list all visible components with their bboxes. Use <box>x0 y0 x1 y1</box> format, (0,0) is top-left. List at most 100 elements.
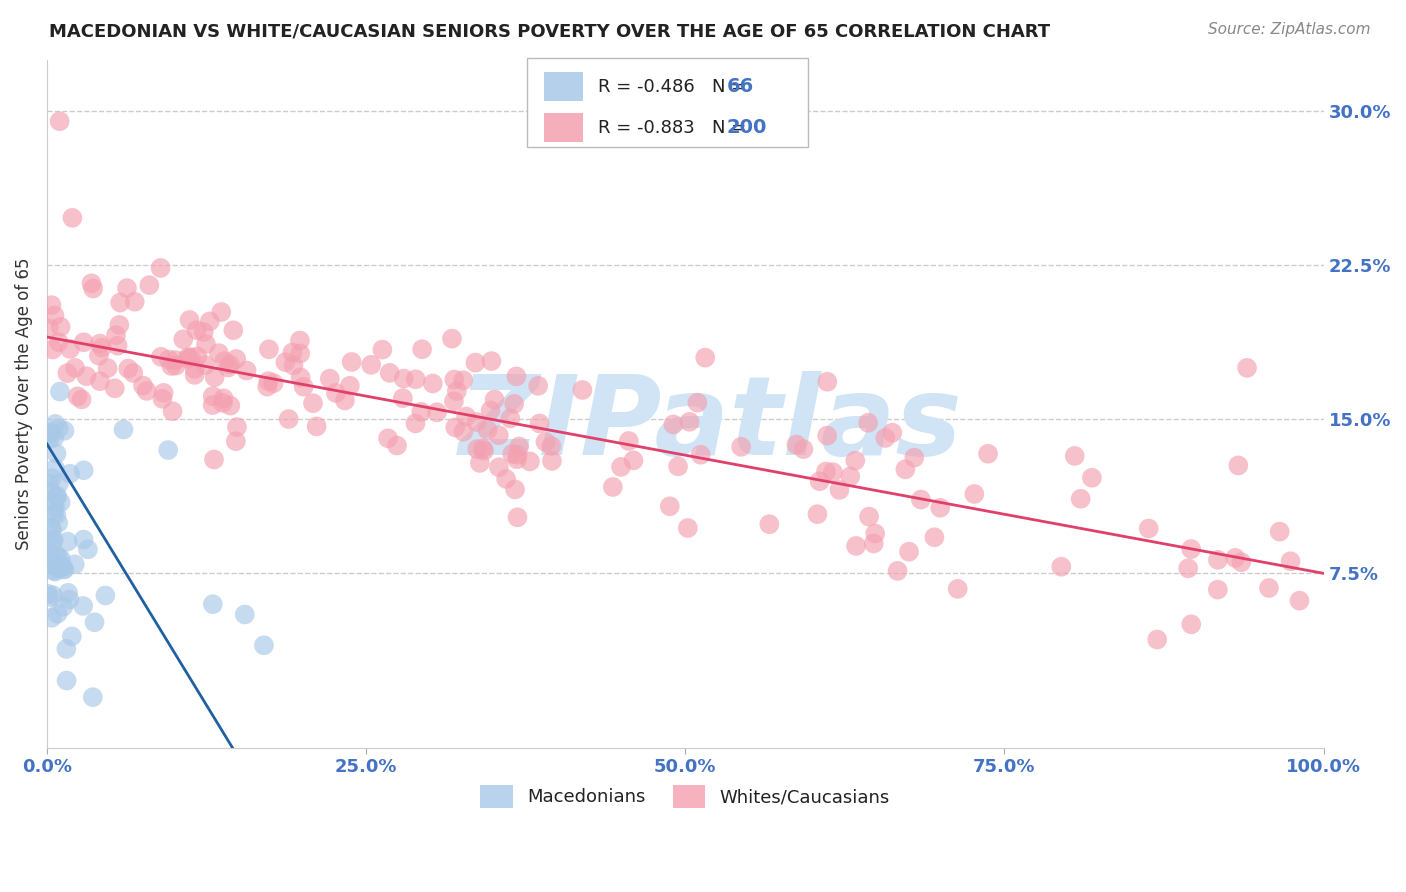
Point <box>479 403 502 417</box>
Point <box>59 342 82 356</box>
Point <box>44 461 66 475</box>
Point <box>814 465 837 479</box>
Point <box>443 372 465 386</box>
Point <box>198 314 221 328</box>
Point <box>45 549 67 563</box>
Point <box>292 380 315 394</box>
Point <box>186 323 208 337</box>
Point <box>51 559 73 574</box>
Point <box>37 553 59 567</box>
Point <box>82 690 104 705</box>
Point <box>72 533 94 547</box>
Text: Source: ZipAtlas.com: Source: ZipAtlas.com <box>1208 22 1371 37</box>
Point <box>218 358 240 372</box>
Point <box>617 434 640 448</box>
Point <box>378 366 401 380</box>
Point <box>828 483 851 497</box>
Point <box>977 447 1000 461</box>
Point <box>152 392 174 406</box>
Point <box>45 489 67 503</box>
Point <box>212 392 235 406</box>
Point <box>440 332 463 346</box>
Point <box>468 456 491 470</box>
Point <box>204 370 226 384</box>
Point <box>1137 521 1160 535</box>
Point <box>211 396 233 410</box>
Point <box>903 450 925 465</box>
Point <box>97 361 120 376</box>
Point <box>360 358 382 372</box>
Point <box>290 370 312 384</box>
Point <box>42 495 65 509</box>
Point <box>194 337 217 351</box>
Point <box>202 452 225 467</box>
Point <box>946 582 969 596</box>
Text: R = -0.883   N =: R = -0.883 N = <box>598 119 752 136</box>
Point <box>875 431 897 445</box>
Point <box>506 448 529 462</box>
Point <box>104 381 127 395</box>
Point <box>453 425 475 439</box>
Point <box>46 607 69 621</box>
Point <box>426 405 449 419</box>
Point <box>49 495 72 509</box>
Point <box>56 534 79 549</box>
Point <box>56 366 79 380</box>
Point <box>152 385 174 400</box>
Point <box>471 442 494 456</box>
Point <box>283 359 305 373</box>
Point <box>165 353 187 368</box>
Point <box>73 463 96 477</box>
Point <box>186 350 208 364</box>
Point <box>658 500 681 514</box>
Point <box>392 371 415 385</box>
Point <box>1268 524 1291 539</box>
Point <box>49 552 72 566</box>
Point <box>39 484 62 499</box>
Point <box>339 378 361 392</box>
Point <box>117 361 139 376</box>
Point <box>678 415 700 429</box>
Point <box>108 295 131 310</box>
Point <box>48 335 70 350</box>
Point <box>41 611 63 625</box>
Point <box>340 355 363 369</box>
Point <box>46 549 69 564</box>
Point <box>55 641 77 656</box>
Point <box>422 376 444 391</box>
Point <box>858 509 880 524</box>
Point <box>924 530 946 544</box>
Point <box>41 298 63 312</box>
Point <box>844 453 866 467</box>
Point <box>157 443 180 458</box>
Point <box>39 432 62 446</box>
Point <box>37 476 59 491</box>
Text: MACEDONIAN VS WHITE/CAUCASIAN SENIORS POVERTY OVER THE AGE OF 65 CORRELATION CHA: MACEDONIAN VS WHITE/CAUCASIAN SENIORS PO… <box>49 22 1050 40</box>
Point <box>1206 582 1229 597</box>
Point <box>37 533 59 547</box>
Point <box>623 453 645 467</box>
Point <box>157 352 180 367</box>
Point <box>862 536 884 550</box>
Point <box>404 417 426 431</box>
Point <box>815 375 838 389</box>
Point <box>59 467 82 481</box>
Point <box>38 590 60 604</box>
Point <box>52 599 75 614</box>
Point <box>41 534 63 549</box>
Point <box>233 607 256 622</box>
Point <box>39 426 62 441</box>
Point <box>443 394 465 409</box>
Point <box>257 374 280 388</box>
Point <box>689 448 711 462</box>
Point <box>48 476 70 491</box>
Point <box>48 421 70 435</box>
Point <box>39 520 62 534</box>
Text: R = -0.486   N =: R = -0.486 N = <box>598 78 758 95</box>
Point <box>70 392 93 407</box>
Point <box>45 508 67 522</box>
Point <box>257 343 280 357</box>
Text: 200: 200 <box>727 118 768 137</box>
Point <box>495 472 517 486</box>
Point <box>571 383 593 397</box>
